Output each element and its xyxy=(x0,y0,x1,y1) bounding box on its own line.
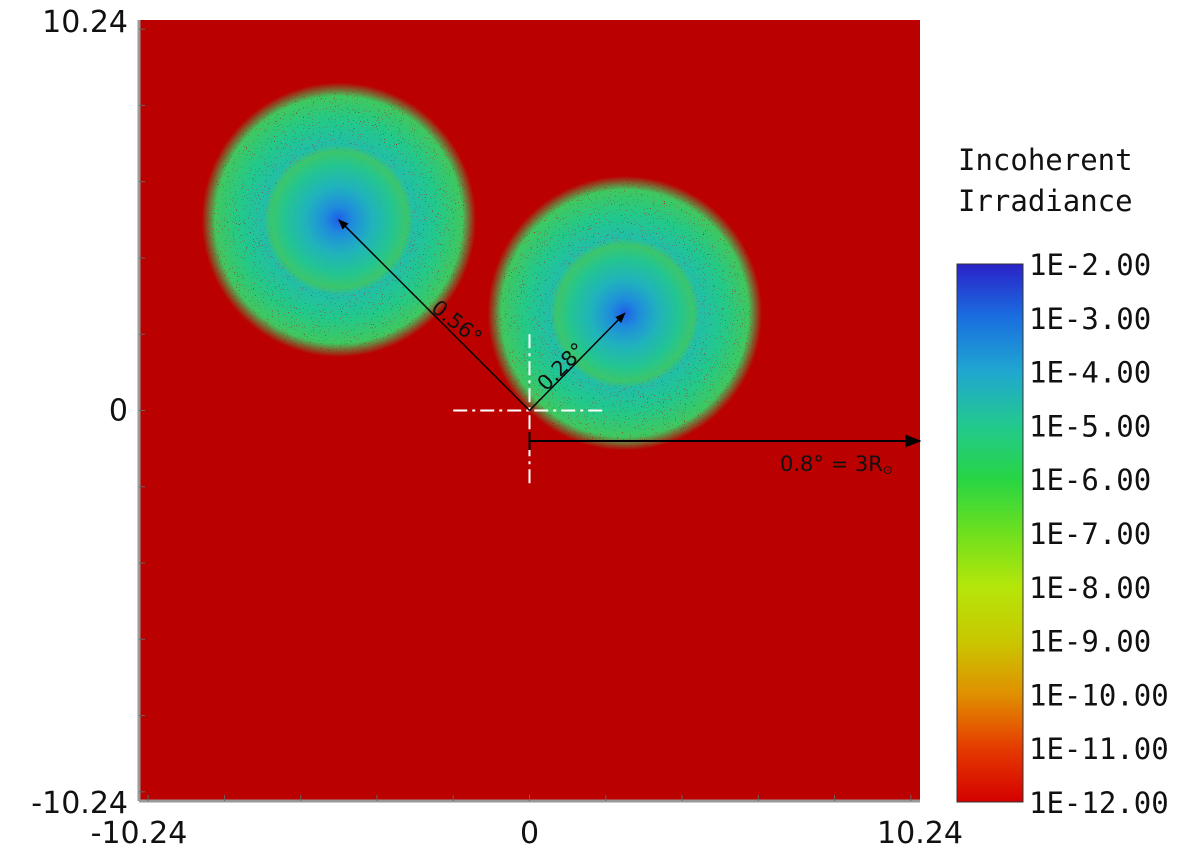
colorbar-label: 1E-12.00 xyxy=(1029,786,1169,820)
solar-symbol: ⊙ xyxy=(883,463,893,477)
y-tick-label: 0 xyxy=(109,394,128,429)
annotation-arrows xyxy=(338,219,922,451)
colorbar xyxy=(956,263,1024,803)
colorbar-label: 1E-5.00 xyxy=(1029,409,1151,443)
x-tick-label: 0 xyxy=(520,816,539,851)
axis-tick-labels: -10.24 0 10.24 -10.24 0 10.24 xyxy=(31,5,963,851)
colorbar-label: 1E-3.00 xyxy=(1029,302,1151,336)
colorbar-label: 1E-8.00 xyxy=(1029,571,1151,605)
colorbar-gradient xyxy=(956,263,1024,803)
axis-ticks xyxy=(139,28,912,801)
colorbar-label: 1E-2.00 xyxy=(1029,248,1151,282)
colorbar-label: 1E-4.00 xyxy=(1029,356,1151,390)
scale-bar-label: 0.8° = 3R⊙ xyxy=(780,452,893,477)
scale-bar-text: 0.8° = 3R xyxy=(780,452,883,476)
colorbar-labels: 1E-2.00 1E-3.00 1E-4.00 1E-5.00 1E-6.00 1E-7.… xyxy=(1029,248,1169,820)
y-tick-label: -10.24 xyxy=(31,786,128,821)
x-tick-label: -10.24 xyxy=(91,816,188,851)
colorbar-label: 1E-7.00 xyxy=(1029,517,1151,551)
colorbar-title-line-1: Incoherent xyxy=(958,143,1133,177)
spot-arrow-2 xyxy=(528,312,626,412)
y-tick-label: 10.24 xyxy=(42,5,128,40)
spot-arrow-1 xyxy=(338,219,531,412)
x-tick-label: 10.24 xyxy=(877,816,963,851)
center-crosshair xyxy=(453,334,606,487)
colorbar-label: 1E-9.00 xyxy=(1029,625,1151,659)
colorbar-label: 1E-10.00 xyxy=(1029,678,1169,712)
colorbar-label: 1E-6.00 xyxy=(1029,463,1151,497)
colorbar-title-line-2: Irradiance xyxy=(958,184,1133,218)
colorbar-label: 1E-11.00 xyxy=(1029,732,1169,766)
